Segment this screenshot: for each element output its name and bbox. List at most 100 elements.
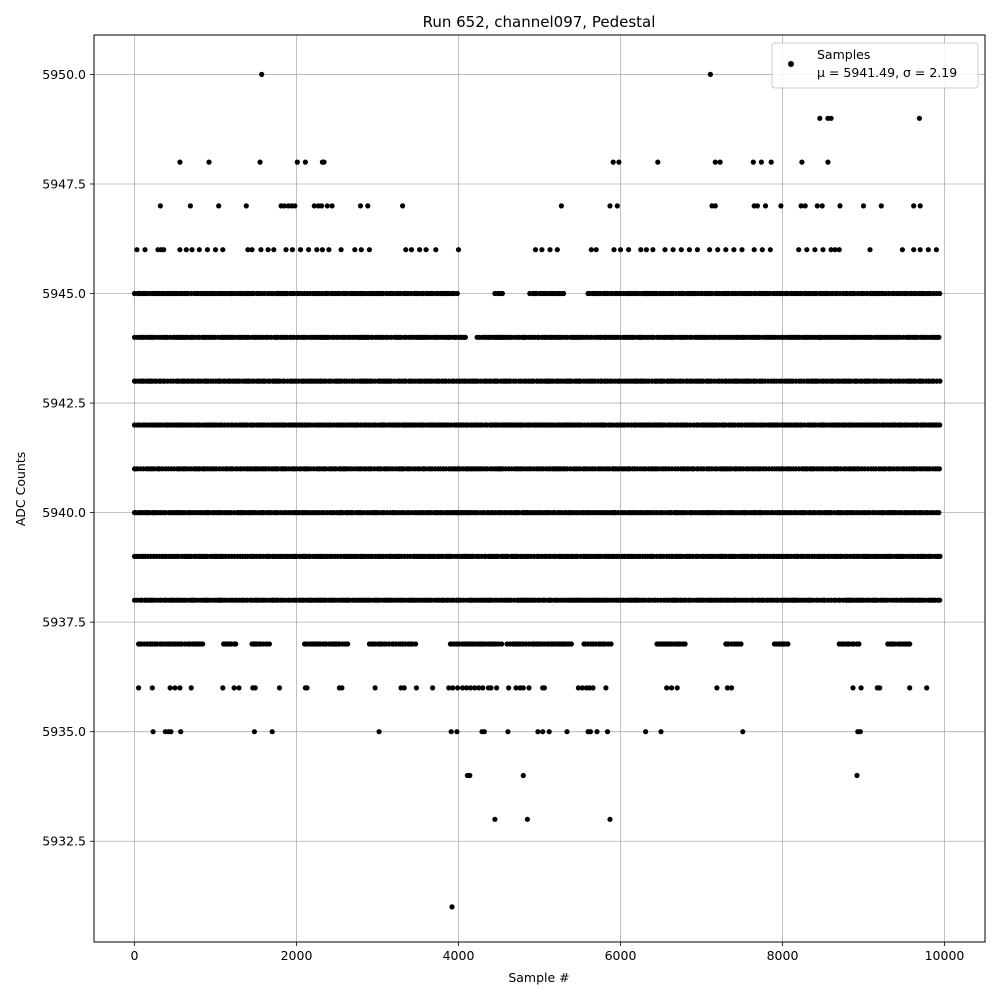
data-point	[454, 729, 460, 735]
data-point	[401, 685, 407, 691]
data-point	[738, 641, 744, 647]
data-point	[937, 597, 943, 603]
x-tick-label: 8000	[767, 948, 799, 963]
data-point	[785, 641, 791, 647]
data-point	[798, 203, 804, 209]
data-point	[617, 247, 624, 253]
data-point	[812, 247, 818, 253]
data-point	[911, 247, 917, 253]
x-tick-label: 10000	[925, 948, 965, 963]
y-tick-label: 5950.0	[42, 67, 86, 82]
data-point	[796, 247, 802, 253]
data-point	[626, 247, 632, 253]
data-point	[506, 685, 512, 691]
data-point	[249, 247, 255, 253]
x-axis-label: Sample #	[508, 970, 569, 985]
y-tick-label: 5942.5	[42, 396, 86, 411]
data-point	[899, 247, 906, 253]
data-point	[907, 685, 913, 691]
data-point	[408, 247, 415, 253]
data-point	[352, 247, 358, 253]
data-point	[220, 247, 226, 253]
data-point	[297, 247, 304, 253]
data-point	[712, 159, 718, 165]
data-point	[276, 685, 283, 691]
data-point	[817, 115, 823, 121]
data-point	[778, 203, 784, 209]
data-points	[131, 71, 943, 910]
data-point	[292, 203, 298, 209]
data-point	[715, 247, 721, 253]
y-axis-label: ADC Counts	[13, 452, 28, 527]
data-point	[607, 816, 613, 822]
data-point	[304, 685, 310, 691]
data-point	[271, 247, 277, 253]
data-point	[728, 685, 735, 691]
data-point	[449, 904, 455, 910]
legend-stats: μ = 5941.49, σ = 2.19	[817, 65, 957, 80]
data-point	[603, 685, 609, 691]
axis-ticks: 0 2000 4000 6000 8000 10000 5932.5 5935.0 5937.5…	[42, 67, 964, 963]
data-point	[916, 115, 923, 121]
data-point	[149, 685, 155, 691]
data-point	[403, 247, 409, 253]
data-point	[714, 685, 720, 691]
data-point	[674, 685, 680, 691]
data-point	[739, 247, 745, 253]
data-point	[178, 729, 184, 735]
data-point	[455, 247, 462, 253]
data-point	[590, 685, 596, 691]
y-tick-label: 5935.0	[42, 724, 86, 739]
data-point	[604, 729, 611, 735]
data-point	[257, 159, 263, 165]
data-point	[513, 685, 519, 691]
data-point	[707, 247, 713, 253]
data-point	[177, 159, 183, 165]
data-point	[662, 247, 668, 253]
data-point	[446, 685, 452, 691]
data-point	[568, 641, 575, 647]
data-point	[539, 247, 545, 253]
data-point	[541, 685, 548, 691]
legend-box	[771, 42, 979, 89]
data-point	[492, 816, 498, 822]
data-point	[638, 247, 644, 253]
data-point	[494, 685, 500, 691]
data-point	[723, 247, 729, 253]
chart-title: Run 652, channel097, Pedestal	[423, 13, 656, 31]
legend-marker	[788, 61, 794, 67]
data-point	[802, 203, 808, 209]
data-point	[468, 685, 474, 691]
data-point	[936, 334, 942, 340]
data-point	[319, 203, 325, 209]
data-point	[220, 685, 226, 691]
data-point	[925, 247, 931, 253]
data-point	[306, 247, 312, 253]
data-point	[204, 247, 210, 253]
data-point	[588, 247, 594, 253]
data-point	[558, 203, 565, 209]
data-point	[499, 290, 505, 297]
data-point	[754, 203, 761, 209]
y-tick-label: 5945.0	[42, 286, 86, 301]
data-point	[767, 247, 773, 253]
data-point	[740, 729, 746, 735]
data-point	[664, 685, 670, 691]
y-tick-label: 5932.5	[42, 834, 86, 849]
y-tick-label: 5947.5	[42, 176, 86, 191]
data-point	[936, 466, 943, 472]
data-point	[758, 159, 765, 165]
data-point	[828, 247, 834, 253]
data-point	[269, 729, 275, 735]
data-point	[243, 203, 249, 209]
data-point	[311, 203, 317, 209]
data-point	[917, 247, 923, 253]
data-point	[610, 159, 616, 165]
data-point	[183, 247, 189, 253]
data-point	[768, 159, 774, 165]
data-point	[857, 729, 863, 735]
data-point	[836, 247, 842, 253]
data-point	[832, 247, 838, 253]
data-point	[907, 641, 913, 647]
data-point	[860, 203, 867, 209]
